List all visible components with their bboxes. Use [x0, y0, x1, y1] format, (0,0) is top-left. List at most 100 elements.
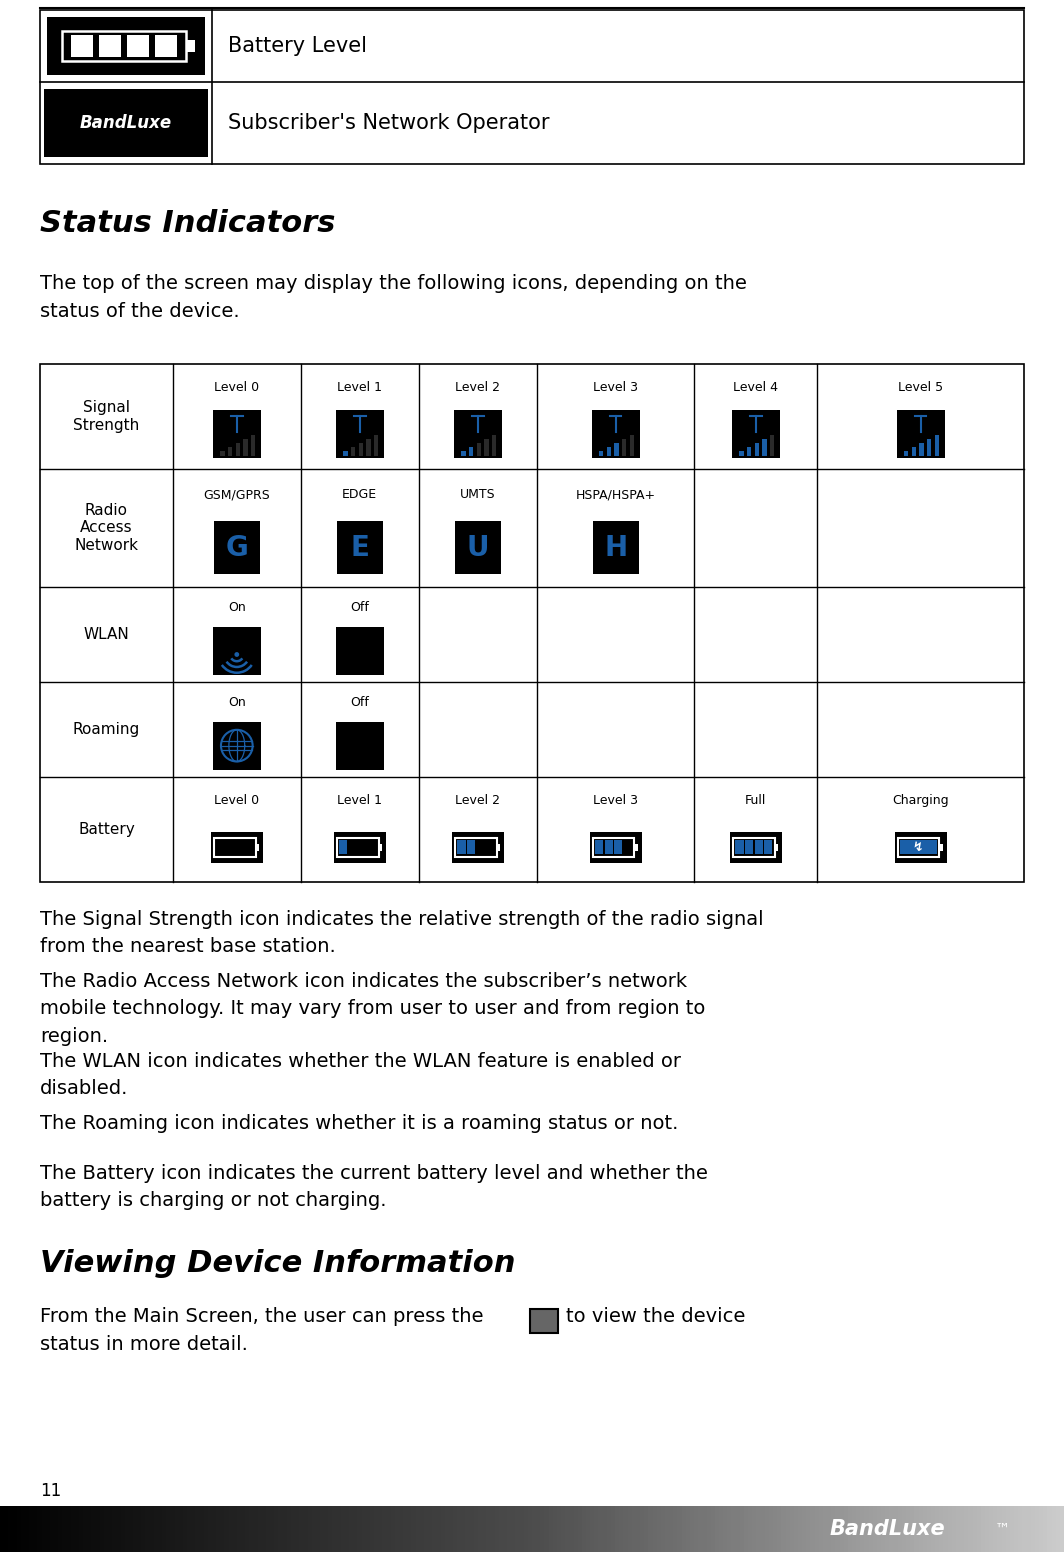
Bar	[458, 840, 466, 855]
Bar	[455, 838, 497, 857]
Bar	[213, 410, 261, 458]
Bar	[469, 447, 473, 456]
Bar	[368, 840, 376, 855]
Bar	[897, 410, 945, 458]
Text: The Signal Strength icon indicates the relative strength of the radio signal
fro: The Signal Strength icon indicates the r…	[40, 909, 764, 956]
Bar	[477, 840, 484, 855]
Text: Level 3: Level 3	[593, 793, 638, 807]
Bar	[226, 840, 234, 855]
Bar	[337, 521, 383, 574]
Bar	[622, 439, 627, 456]
Bar	[745, 840, 753, 855]
Bar	[379, 844, 382, 850]
Bar	[452, 832, 504, 863]
Text: Subscriber's Network Operator: Subscriber's Network Operator	[228, 113, 549, 133]
Text: The Roaming icon indicates whether it is a roaming status or not.: The Roaming icon indicates whether it is…	[40, 1114, 679, 1133]
Bar	[211, 832, 263, 863]
Bar	[927, 439, 931, 456]
Bar	[754, 442, 759, 456]
Text: Roaming: Roaming	[72, 722, 140, 737]
Bar	[497, 844, 500, 850]
Text: to view the device: to view the device	[566, 1307, 746, 1325]
Text: BandLuxe: BandLuxe	[80, 113, 172, 132]
Bar	[251, 435, 255, 456]
Bar	[477, 442, 481, 456]
Circle shape	[221, 729, 252, 762]
Bar	[40, 365, 1024, 882]
Bar	[336, 627, 384, 675]
Bar	[244, 439, 248, 456]
Bar	[593, 521, 638, 574]
Bar	[40, 9, 1024, 165]
Bar	[213, 627, 261, 675]
Bar	[762, 439, 767, 456]
Bar	[912, 447, 916, 456]
Text: E: E	[350, 534, 369, 562]
Text: HSPA/HSPA+: HSPA/HSPA+	[576, 489, 655, 501]
Text: The top of the screen may display the following icons, depending on the
status o: The top of the screen may display the fo…	[40, 275, 747, 321]
Text: Off: Off	[350, 601, 369, 615]
Bar	[71, 36, 93, 56]
Bar	[630, 435, 634, 456]
Text: Level 0: Level 0	[214, 793, 260, 807]
Text: Level 1: Level 1	[337, 793, 382, 807]
Bar	[739, 450, 744, 456]
Circle shape	[234, 652, 239, 656]
Text: Battery Level: Battery Level	[228, 36, 367, 56]
Bar	[128, 36, 149, 56]
Bar	[336, 722, 384, 770]
Bar	[940, 844, 943, 850]
Bar	[599, 450, 603, 456]
Text: U: U	[467, 534, 489, 562]
Bar	[530, 1308, 558, 1333]
Bar	[454, 410, 502, 458]
Bar	[337, 838, 379, 857]
Bar	[44, 88, 207, 157]
Text: status in more detail.: status in more detail.	[40, 1335, 248, 1353]
Bar	[99, 36, 121, 56]
Text: From the Main Screen, the user can press the: From the Main Screen, the user can press…	[40, 1307, 483, 1325]
Bar	[336, 410, 384, 458]
Text: Status Indicators: Status Indicators	[40, 210, 335, 239]
Bar	[492, 435, 497, 456]
Bar	[235, 442, 239, 456]
Text: Battery: Battery	[78, 823, 135, 837]
Text: G: G	[226, 534, 248, 562]
Bar	[904, 450, 909, 456]
Text: Full: Full	[745, 793, 766, 807]
Text: Level 3: Level 3	[593, 380, 638, 394]
Text: The Radio Access Network icon indicates the subscriber’s network
mobile technolo: The Radio Access Network icon indicates …	[40, 972, 705, 1046]
Text: ™: ™	[995, 1521, 1010, 1536]
Text: UMTS: UMTS	[460, 489, 496, 501]
Bar	[455, 521, 501, 574]
Bar	[462, 450, 466, 456]
Text: Viewing Device Information: Viewing Device Information	[40, 1249, 515, 1277]
Text: Charging: Charging	[893, 793, 949, 807]
Bar	[606, 447, 611, 456]
Text: GSM/GPRS: GSM/GPRS	[203, 489, 270, 501]
Bar	[593, 838, 634, 857]
Bar	[467, 840, 475, 855]
Bar	[359, 840, 366, 855]
Text: 11: 11	[40, 1482, 62, 1499]
Bar	[334, 832, 386, 863]
Text: Signal
Strength: Signal Strength	[73, 400, 139, 433]
Bar	[895, 832, 947, 863]
Text: On: On	[228, 697, 246, 709]
Bar	[592, 410, 639, 458]
Bar	[775, 844, 778, 850]
Bar	[732, 410, 780, 458]
Bar	[770, 435, 775, 456]
Bar	[735, 840, 744, 855]
Bar	[634, 844, 638, 850]
Bar	[366, 439, 370, 456]
Bar	[373, 435, 379, 456]
Bar	[484, 439, 488, 456]
Bar	[589, 832, 642, 863]
Bar	[614, 442, 619, 456]
Bar	[344, 450, 348, 456]
Bar	[216, 840, 225, 855]
Text: Level 1: Level 1	[337, 380, 382, 394]
Bar	[730, 832, 782, 863]
Text: H: H	[604, 534, 627, 562]
